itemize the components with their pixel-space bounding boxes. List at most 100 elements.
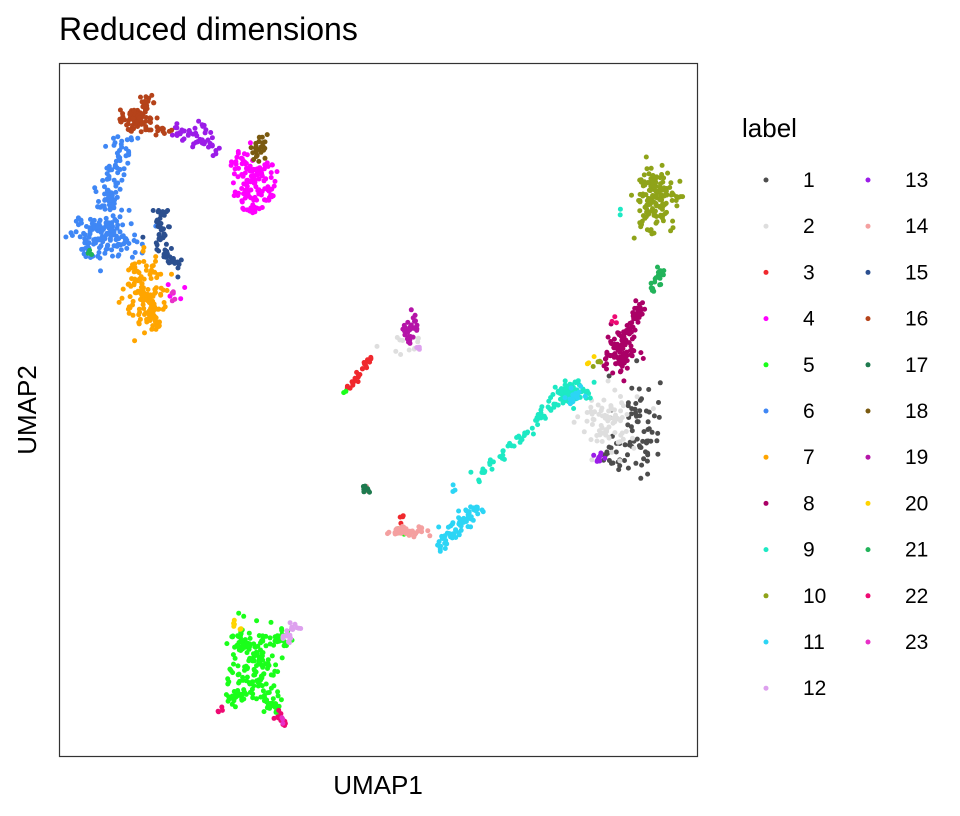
data-point	[247, 635, 253, 641]
data-point	[626, 329, 632, 335]
data-point	[646, 387, 652, 392]
data-point	[149, 267, 154, 273]
data-point	[243, 161, 248, 167]
legend-label-4: 4	[803, 308, 815, 331]
series-20-points	[231, 354, 597, 632]
data-point	[650, 193, 656, 199]
legend-item-4: 4	[763, 308, 815, 331]
data-point	[233, 159, 239, 165]
data-point	[251, 651, 256, 657]
data-point	[294, 625, 300, 631]
data-point	[654, 438, 660, 444]
legend-label-17: 17	[905, 354, 928, 377]
data-point	[453, 528, 459, 534]
series-16-points	[117, 92, 175, 138]
data-point	[115, 134, 121, 140]
data-point	[575, 414, 581, 420]
data-point	[570, 399, 576, 405]
data-point	[260, 688, 266, 694]
data-point	[631, 316, 637, 322]
data-point	[255, 679, 261, 685]
data-point	[197, 136, 203, 142]
data-point	[615, 439, 621, 445]
data-point	[102, 250, 108, 256]
data-point	[635, 419, 641, 425]
legend-key-22	[865, 593, 871, 599]
data-point	[115, 180, 121, 186]
data-point	[618, 432, 624, 438]
legend-label-2: 2	[803, 215, 815, 238]
data-point	[646, 171, 652, 177]
data-point	[457, 519, 463, 525]
data-point	[115, 222, 121, 228]
data-point	[575, 378, 581, 384]
data-point	[153, 132, 159, 138]
data-point	[160, 129, 166, 135]
data-point	[633, 413, 639, 418]
data-point	[658, 212, 664, 218]
data-point	[471, 507, 477, 513]
data-point	[533, 417, 539, 423]
data-point	[120, 111, 126, 117]
data-point	[186, 128, 192, 133]
data-point	[229, 634, 235, 640]
data-point	[269, 162, 275, 168]
data-point	[132, 250, 138, 255]
data-point	[257, 165, 263, 171]
data-point	[608, 339, 614, 344]
legend-key-15	[865, 269, 871, 275]
data-point	[120, 222, 126, 228]
data-point	[674, 203, 680, 209]
series-21-points	[85, 247, 667, 294]
data-point	[140, 234, 146, 240]
data-point	[256, 158, 262, 164]
data-point	[410, 334, 416, 340]
data-point	[236, 610, 242, 616]
data-point	[155, 306, 161, 312]
legend-item-20: 20	[865, 492, 928, 515]
legend-item-3: 3	[763, 261, 815, 284]
data-point	[645, 471, 651, 477]
data-point	[106, 163, 112, 169]
data-point	[636, 311, 642, 317]
data-point	[129, 137, 135, 143]
legend-item-18: 18	[865, 400, 928, 423]
data-point	[175, 259, 180, 265]
data-point	[246, 630, 252, 636]
data-point	[254, 618, 260, 624]
data-point	[645, 419, 651, 425]
data-point	[629, 192, 634, 198]
data-point	[164, 250, 170, 256]
data-point	[79, 246, 85, 252]
data-point	[611, 336, 617, 342]
data-point	[132, 338, 138, 344]
data-point	[216, 709, 221, 715]
data-point	[151, 100, 157, 106]
series-4-points	[165, 140, 280, 302]
data-point	[355, 379, 361, 385]
data-point	[193, 139, 199, 145]
data-point	[590, 364, 596, 369]
data-point	[677, 178, 683, 184]
data-point	[655, 264, 660, 270]
legend-item-12: 12	[763, 677, 826, 700]
data-point	[141, 306, 147, 311]
data-point	[129, 254, 135, 260]
data-point	[230, 180, 236, 186]
data-point	[235, 150, 241, 156]
data-point	[605, 450, 610, 456]
legend-key-1	[763, 177, 769, 183]
data-point	[155, 128, 161, 134]
data-point	[410, 315, 416, 321]
data-point	[643, 154, 649, 160]
data-point	[178, 296, 184, 302]
legend-item-7: 7	[763, 446, 815, 469]
data-point	[645, 427, 651, 432]
data-point	[275, 714, 281, 720]
data-point	[140, 111, 146, 117]
data-point	[650, 206, 655, 212]
data-point	[598, 450, 604, 456]
data-point	[276, 703, 282, 709]
data-point	[230, 652, 236, 658]
data-point	[650, 406, 656, 412]
